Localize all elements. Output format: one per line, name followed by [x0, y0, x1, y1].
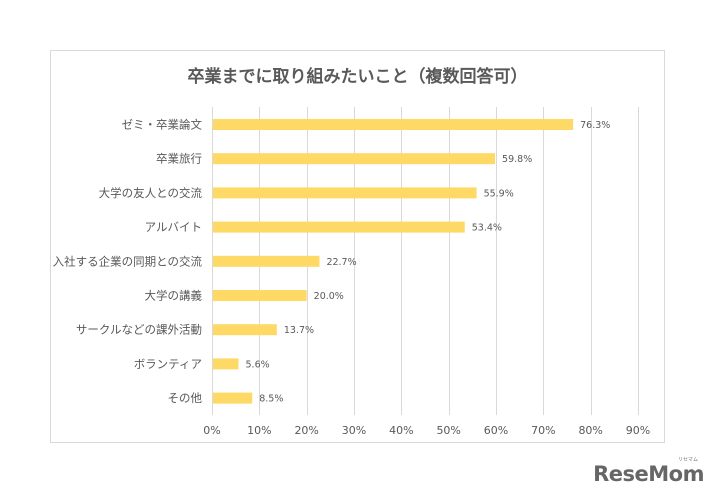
resemom-logo: リセマム ReseMom	[593, 456, 708, 490]
category-label: ボランティア	[134, 357, 202, 371]
logo-subtext: リセマム	[677, 457, 698, 463]
category-label: アルバイト	[145, 220, 202, 234]
category-label: ゼミ・卒業論文	[122, 118, 203, 132]
data-label: 53.4%	[472, 223, 502, 234]
data-label: 13.7%	[284, 325, 314, 336]
data-label: 76.3%	[580, 120, 610, 131]
category-label: 大学の講義	[145, 289, 203, 303]
bar	[213, 358, 239, 370]
x-tick-label: 50%	[436, 424, 460, 437]
category-label: サークルなどの課外活動	[76, 323, 202, 337]
category-label: その他	[168, 391, 203, 405]
chart-title: 卒業までに取り組みたいこと（複数回答可）	[187, 67, 528, 87]
bars	[213, 119, 574, 404]
x-tick-label: 60%	[484, 424, 508, 437]
x-tick-label: 10%	[247, 424, 271, 437]
x-tick-label: 90%	[626, 424, 650, 437]
bar	[213, 255, 320, 267]
bar	[213, 153, 496, 165]
x-tick-label: 80%	[578, 424, 602, 437]
x-tick-label: 30%	[342, 424, 366, 437]
x-tick-label: 20%	[294, 424, 318, 437]
category-label: 入社する企業の同期との交流	[53, 254, 203, 268]
data-label: 8.5%	[259, 394, 283, 405]
chart-frame	[50, 50, 665, 443]
bar	[213, 187, 477, 199]
bar	[213, 290, 307, 301]
x-tick-label: 0%	[203, 424, 220, 437]
category-label: 大学の友人との交流	[99, 186, 203, 200]
x-tick-label: 70%	[531, 424, 555, 437]
data-label: 55.9%	[484, 188, 514, 199]
data-label: 22.7%	[326, 257, 356, 268]
data-label: 20.0%	[314, 291, 344, 302]
category-label: 卒業旅行	[156, 152, 202, 166]
logo-text: ReseMom	[593, 462, 704, 486]
x-tick-label: 40%	[389, 424, 413, 437]
bar	[213, 119, 574, 130]
bar	[213, 221, 465, 233]
bar	[213, 392, 253, 404]
data-label: 5.6%	[246, 359, 270, 370]
data-label: 59.8%	[502, 154, 532, 165]
labels: 0% 10% 20% 30% 40% 50% 60% 70% 80% 90% ゼミ・卒業論文 76.3…	[53, 118, 651, 438]
bar	[213, 324, 277, 336]
